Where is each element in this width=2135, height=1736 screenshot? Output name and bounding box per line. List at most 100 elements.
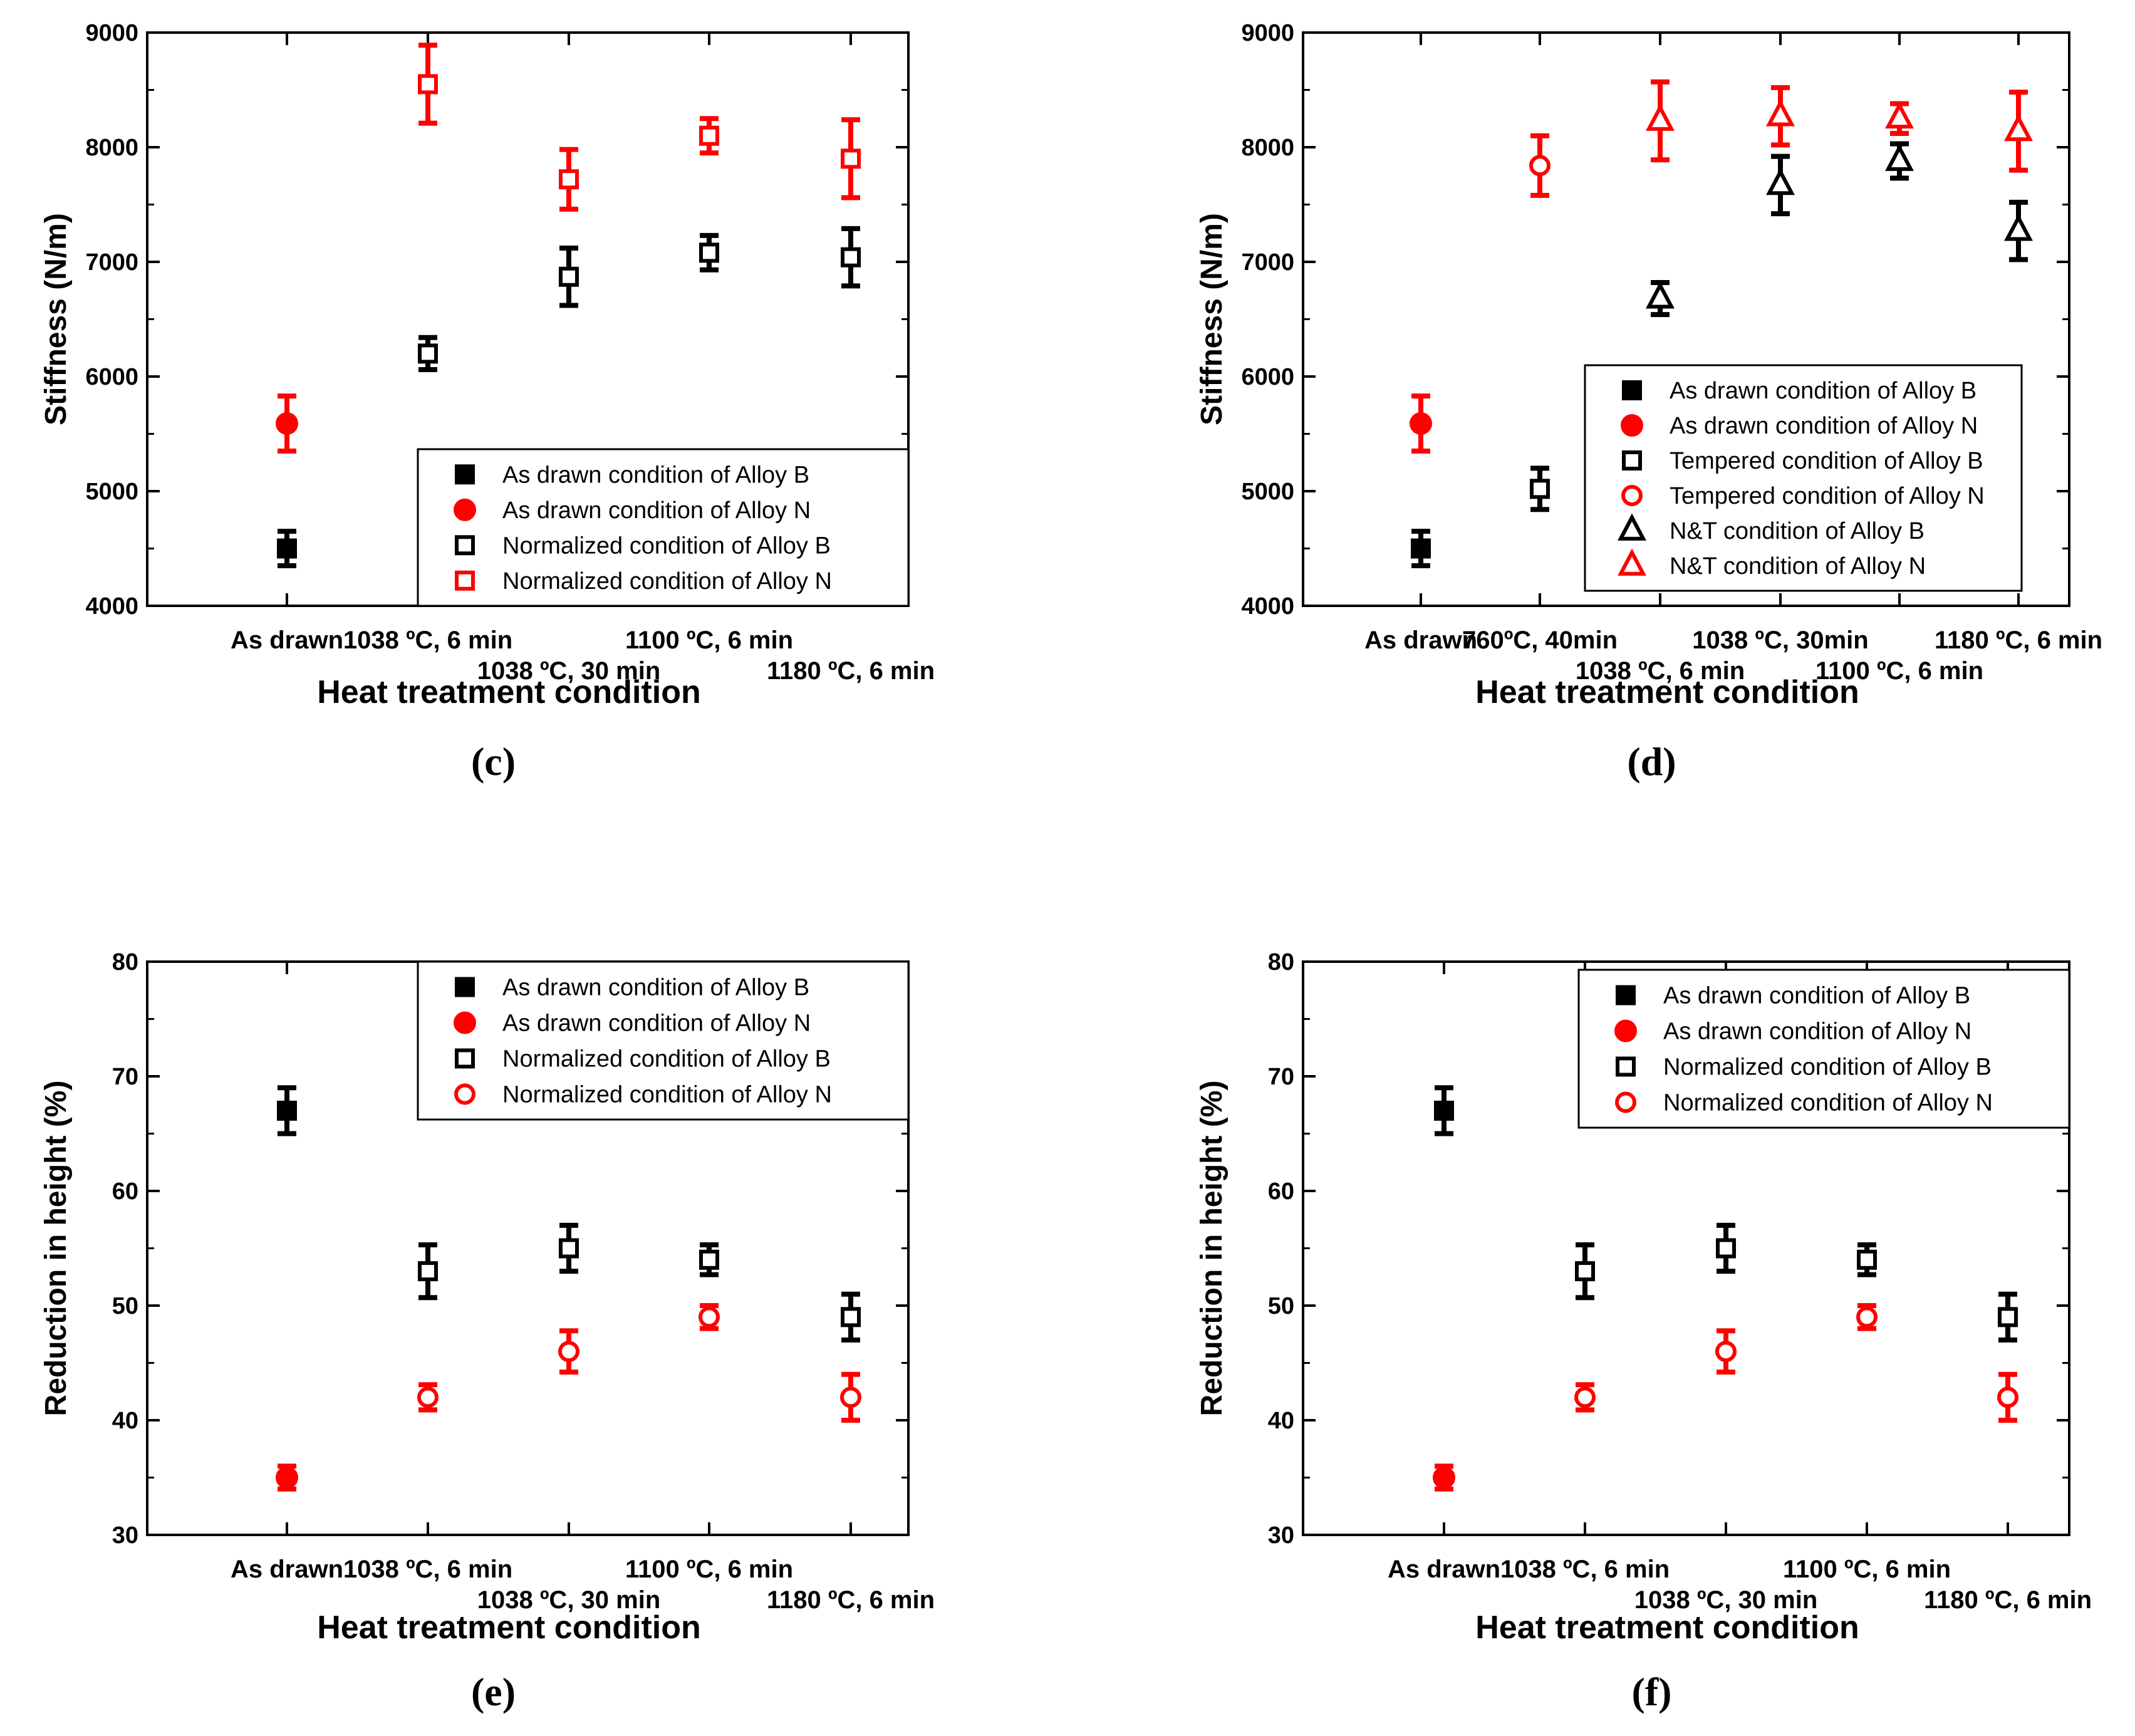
- x-tick-label: 1038 ºC, 6 min: [343, 1556, 512, 1583]
- data-point: [1716, 1238, 1736, 1259]
- legend-marker: [1616, 985, 1636, 1006]
- legend-label: As drawn condition of Alloy N: [1670, 413, 1978, 439]
- series-4: [1646, 141, 2033, 318]
- data-point: [1434, 1100, 1454, 1121]
- y-tick-label: 8000: [1241, 135, 1294, 161]
- data-point: [559, 266, 579, 287]
- legend: As drawn condition of Alloy B As drawn co…: [1577, 969, 2070, 1129]
- panel-caption: (d): [1627, 739, 1676, 784]
- series-5: [1646, 79, 2033, 173]
- x-tick-label: 760ºC, 40min: [1462, 626, 1618, 654]
- data-point: [1433, 1466, 1455, 1489]
- data-point: [841, 148, 861, 169]
- y-axis-label: Reduction in height (%): [1195, 1081, 1229, 1416]
- legend-marker: [454, 1083, 475, 1105]
- legend-label: As drawn condition of Alloy B: [1670, 378, 1977, 404]
- series-2: [418, 1222, 861, 1343]
- legend-label: As drawn condition of Alloy N: [502, 497, 811, 524]
- data-point: [1646, 281, 1675, 309]
- data-point: [1646, 103, 1675, 131]
- y-tick-label: 8000: [85, 135, 138, 161]
- legend-label: As drawn condition of Alloy B: [502, 975, 809, 1001]
- legend-marker: [1618, 513, 1646, 541]
- x-tick-label: As drawn: [231, 1556, 343, 1583]
- data-point: [699, 1306, 720, 1328]
- chart-panel-e: 30 40 50 60 70 80 As drawn 1038 ºC, 6 min 1038 º…: [39, 949, 935, 1714]
- y-tick-label: 7000: [85, 249, 138, 276]
- legend: As drawn condition of Alloy B As drawn co…: [417, 448, 910, 607]
- legend: As drawn condition of Alloy B As drawn co…: [417, 960, 910, 1121]
- legend-marker: [454, 498, 476, 521]
- x-tick-label: 1038 ºC, 30 min: [477, 1586, 661, 1614]
- y-tick-label: 70: [1268, 1064, 1294, 1090]
- legend-marker: [455, 570, 475, 591]
- legend-label: As drawn condition of Alloy N: [1663, 1019, 1971, 1045]
- legend-marker: [1615, 1091, 1636, 1113]
- x-axis-label: Heat treatment condition: [1475, 1609, 1859, 1646]
- y-tick-label: 50: [112, 1293, 138, 1319]
- data-point: [841, 1307, 861, 1328]
- series-3: [1529, 133, 1551, 198]
- legend-marker: [1622, 380, 1642, 400]
- x-tick-label: As drawn: [231, 626, 343, 654]
- legend-label: Normalized condition of Alloy B: [502, 1046, 831, 1073]
- data-point: [1997, 1386, 2018, 1408]
- x-tick-label: 1038 ºC, 6 min: [343, 626, 512, 654]
- panel-caption: (f): [1632, 1670, 1672, 1714]
- data-point: [1411, 538, 1431, 559]
- data-point: [1766, 99, 1795, 127]
- data-point: [418, 1261, 438, 1282]
- series-2: [1575, 1222, 2018, 1343]
- legend-label: N&T condition of Alloy B: [1670, 518, 1925, 544]
- legend-marker: [454, 1011, 476, 1034]
- y-tick-label: 6000: [1241, 364, 1294, 390]
- legend-marker: [455, 977, 475, 997]
- series-0: [1434, 1085, 1454, 1136]
- x-axis-label: Heat treatment condition: [1475, 674, 1859, 710]
- series-3: [417, 1303, 861, 1423]
- legend-marker: [455, 464, 475, 485]
- y-tick-label: 7000: [1241, 249, 1294, 276]
- x-tick-label: 1180 ºC, 6 min: [1924, 1586, 2092, 1614]
- y-tick-label: 9000: [85, 20, 138, 46]
- data-point: [1856, 1306, 1878, 1328]
- data-point: [1766, 167, 1795, 195]
- series-2: [1530, 465, 1550, 512]
- data-point: [276, 1466, 298, 1489]
- y-tick-label: 50: [1268, 1293, 1294, 1319]
- series-3: [418, 43, 861, 212]
- data-point: [2004, 113, 2033, 142]
- x-tick-label: 1180 ºC, 6 min: [767, 657, 935, 685]
- series-1: [276, 1463, 298, 1492]
- x-tick-label: 1180 ºC, 6 min: [1935, 626, 2102, 654]
- legend-marker: [455, 535, 475, 556]
- x-tick-label: 1038 ºC, 30 min: [477, 657, 661, 685]
- x-tick-label: 1038 ºC, 6 min: [1500, 1556, 1670, 1583]
- series-2: [418, 226, 861, 373]
- data-point: [277, 1100, 297, 1121]
- series-3: [1574, 1303, 2018, 1423]
- data-point: [559, 1238, 579, 1259]
- legend-label: Normalized condition of Alloy B: [1663, 1054, 1992, 1081]
- data-point: [1529, 155, 1551, 177]
- x-tick-label: 1038 ºC, 30 min: [1634, 1586, 1818, 1614]
- x-tick-label: 1038 ºC, 6 min: [1576, 657, 1745, 685]
- y-tick-label: 30: [1268, 1522, 1294, 1549]
- y-tick-label: 60: [1268, 1178, 1294, 1205]
- y-axis-label: Stiffness (N/m): [39, 213, 73, 425]
- legend-label: N&T condition of Alloy N: [1670, 553, 1926, 580]
- data-point: [841, 247, 861, 268]
- legend-marker: [1621, 485, 1643, 506]
- legend-box: [1584, 364, 2023, 592]
- x-axis-label: Heat treatment condition: [317, 674, 701, 710]
- legend-label: Normalized condition of Alloy B: [502, 533, 831, 559]
- legend-label: As drawn condition of Alloy B: [1663, 983, 1970, 1009]
- y-tick-label: 70: [112, 1064, 138, 1090]
- data-point: [1885, 143, 1914, 171]
- data-point: [1410, 412, 1432, 435]
- legend-marker: [1614, 1019, 1637, 1042]
- x-tick-label: 1180 ºC, 6 min: [767, 1586, 935, 1614]
- data-point: [559, 169, 579, 190]
